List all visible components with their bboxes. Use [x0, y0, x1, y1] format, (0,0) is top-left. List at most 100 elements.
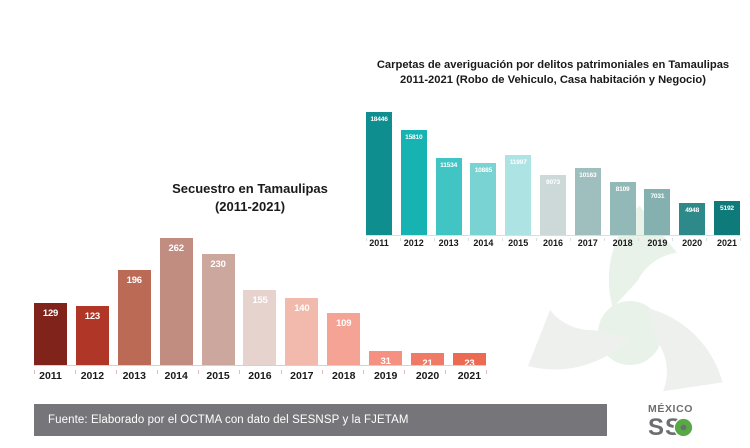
- x-axis-tick-label: 2017: [290, 370, 314, 382]
- x-axis-tick-label: 2018: [332, 370, 356, 382]
- bar-slot: 11997: [505, 112, 532, 236]
- bar-value-label: 262: [168, 243, 184, 254]
- x-axis-tick-label: 2011: [369, 238, 389, 248]
- bar-slot: 21: [411, 238, 445, 368]
- top-chart-plot-area: 18446 15810 11534 10885 11997 9073 10163 8109 70…: [366, 112, 740, 236]
- x-axis-tick-label: 2011: [39, 370, 62, 382]
- bar-slot: 31: [369, 238, 403, 366]
- bar-slot: 10163: [574, 112, 601, 236]
- bar-value-label: 4948: [685, 206, 700, 214]
- axis-tick: [321, 370, 323, 374]
- top-bar-chart: 18446 15810 11534 10885 11997 9073 10163 8109 70…: [366, 112, 740, 236]
- chart-bar[interactable]: 262: [159, 238, 193, 366]
- axis-tick: [366, 238, 367, 241]
- axis-tick: [740, 238, 741, 241]
- bar-value-label: 8109: [615, 185, 630, 193]
- chart-bar[interactable]: 8109: [609, 181, 636, 236]
- x-axis-tick-label: 2015: [206, 370, 230, 382]
- bar-value-label: 196: [126, 275, 142, 287]
- x-axis-tick-label: 2015: [508, 238, 529, 248]
- chart-bar[interactable]: 21: [411, 353, 445, 368]
- chart-bar[interactable]: 109: [327, 312, 361, 366]
- chart-bar[interactable]: 129: [34, 302, 67, 366]
- axis-tick: [157, 370, 159, 374]
- axis-tick: [198, 370, 200, 374]
- chart-bar[interactable]: 123: [75, 305, 109, 366]
- bar-slot: 7031: [644, 112, 671, 236]
- bar-value-label: 23: [464, 358, 475, 369]
- bottom-chart-axis-line: [34, 365, 486, 366]
- axis-tick: [116, 370, 118, 374]
- bar-value-label: 10885: [474, 166, 493, 174]
- axis-tick: [434, 238, 435, 241]
- x-axis-tick-label: 2019: [373, 370, 398, 382]
- top-chart-axis-line: [366, 235, 740, 236]
- logo-mexico-text: MÉXICO: [648, 403, 694, 415]
- bar-value-label: 230: [210, 258, 226, 270]
- bottom-chart-x-axis-labels: 2011 2012 2013 2014 2015 2016 2017 2018 2019 2020…: [34, 370, 487, 382]
- axis-tick: [400, 238, 401, 241]
- chart-bar[interactable]: 31: [369, 350, 403, 366]
- chart-bar[interactable]: 196: [117, 270, 151, 366]
- chart-bar[interactable]: 4948: [679, 202, 706, 236]
- bar-value-label: 140: [294, 302, 310, 314]
- bar-slot: 123: [75, 238, 109, 366]
- chart-bar[interactable]: 140: [285, 297, 319, 366]
- mexico-sos-logo: MÉXICO SS: [648, 404, 732, 444]
- bar-value-label: 9073: [546, 179, 560, 187]
- chart-bar[interactable]: 155: [243, 290, 277, 366]
- bar-value-label: 109: [336, 317, 352, 329]
- x-axis-tick-label: 2020: [415, 370, 440, 382]
- x-axis-tick-label: 2013: [438, 238, 459, 248]
- axis-tick: [403, 370, 405, 374]
- chart-bar[interactable]: 10885: [470, 162, 497, 236]
- x-axis-tick-label: 2019: [647, 238, 668, 248]
- x-axis-tick-label: 2021: [716, 238, 737, 248]
- axis-tick: [706, 238, 707, 241]
- bar-value-label: 155: [252, 295, 268, 307]
- bar-value-label: 5192: [720, 205, 734, 213]
- bar-value-label: 15810: [405, 133, 423, 141]
- propeller-icon: [673, 417, 694, 437]
- chart-bar[interactable]: 15810: [400, 129, 427, 236]
- bar-slot: 230: [201, 238, 235, 366]
- bar-value-label: 129: [42, 307, 59, 319]
- x-axis-tick-label: 2021: [457, 370, 482, 382]
- chart-bar[interactable]: 11534: [435, 158, 462, 236]
- chart-bar[interactable]: 9073: [539, 175, 566, 236]
- chart-bar[interactable]: 23: [452, 353, 486, 369]
- chart-bar[interactable]: 18446: [366, 112, 392, 236]
- source-footer-text: Fuente: Elaborado por el OCTMA con dato …: [48, 414, 409, 426]
- axis-tick: [468, 238, 469, 241]
- top-chart-title-line-2: 2011-2021 (Robo de Vehiculo, Casa habita…: [400, 74, 706, 87]
- bar-slot: 129: [34, 238, 67, 366]
- bottom-chart-title-line-2: (2011-2021): [214, 198, 286, 214]
- axis-tick: [280, 370, 282, 374]
- chart-bar[interactable]: 230: [201, 253, 235, 366]
- top-chart-x-axis-labels: 2011 2012 2013 2014 2015 2016 2017 2018 2019 2020…: [366, 238, 741, 248]
- axis-tick: [570, 238, 571, 241]
- chart-bar[interactable]: 5192: [713, 201, 740, 236]
- bar-slot: 18446: [366, 112, 392, 236]
- x-axis-tick-label: 2012: [80, 370, 105, 382]
- chart-bar[interactable]: 10163: [574, 167, 601, 236]
- bar-value-label: 7031: [650, 192, 665, 200]
- bar-slot: 8109: [609, 112, 636, 236]
- axis-tick: [536, 238, 537, 241]
- axis-tick: [638, 238, 639, 241]
- x-axis-tick-label: 2014: [473, 238, 494, 248]
- axis-tick: [75, 370, 77, 374]
- bar-value-label: 123: [84, 310, 101, 322]
- axis-tick: [604, 238, 605, 241]
- x-axis-tick-label: 2020: [682, 238, 703, 248]
- chart-bar[interactable]: 7031: [644, 188, 671, 236]
- x-axis-tick-label: 2016: [248, 370, 272, 382]
- bar-value-label: 10163: [579, 171, 597, 179]
- bar-slot: 262: [159, 238, 193, 366]
- source-footer-bar: Fuente: Elaborado por el OCTMA con dato …: [34, 404, 607, 436]
- chart-bar[interactable]: 11997: [505, 155, 532, 236]
- axis-tick: [444, 370, 446, 374]
- x-axis-tick-label: 2017: [577, 238, 598, 248]
- bar-slot: 155: [243, 238, 277, 366]
